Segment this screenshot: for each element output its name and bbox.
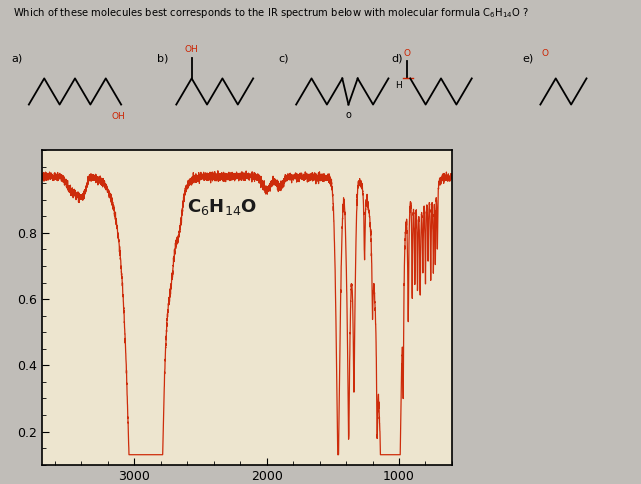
Text: e): e) bbox=[522, 53, 534, 63]
Text: a): a) bbox=[12, 53, 23, 63]
Text: O: O bbox=[404, 49, 410, 58]
Text: d): d) bbox=[391, 53, 403, 63]
Text: H: H bbox=[395, 81, 402, 91]
Text: c): c) bbox=[279, 53, 289, 63]
Text: o: o bbox=[345, 110, 351, 121]
Text: C$_6$H$_{14}$O: C$_6$H$_{14}$O bbox=[187, 197, 257, 217]
Text: OH: OH bbox=[185, 45, 199, 54]
Text: b): b) bbox=[157, 53, 169, 63]
Text: Which of these molecules best corresponds to the IR spectrum below with molecula: Which of these molecules best correspond… bbox=[13, 6, 529, 20]
Text: O: O bbox=[542, 49, 549, 58]
Text: OH: OH bbox=[111, 112, 125, 121]
